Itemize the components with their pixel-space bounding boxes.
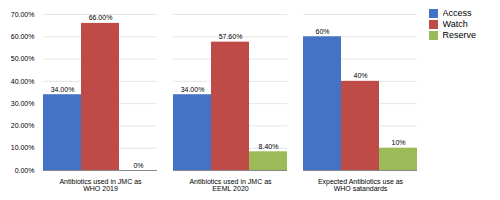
svg-text:20.00%: 20.00% <box>11 122 35 129</box>
html-text:Watch: Watch <box>442 19 468 29</box>
svg-text:34.00%: 34.00% <box>181 86 205 93</box>
svg-text:Antibiotics used in JMC asEEML: Antibiotics used in JMC asEEML 2020 <box>189 178 272 192</box>
svg-text:34.00%: 34.00% <box>51 86 75 93</box>
svg-text:30.00%: 30.00% <box>11 100 35 107</box>
svg-text:8.40%: 8.40% <box>259 143 279 150</box>
svg-text:0.00%: 0.00% <box>15 167 35 174</box>
svg-text:10.00%: 10.00% <box>11 144 35 151</box>
svg-text:40%: 40% <box>353 72 367 79</box>
svg-text:Antibiotics used in JMC asWHO: Antibiotics used in JMC asWHO 2019 <box>59 178 142 192</box>
svg-text:66.00%: 66.00% <box>89 14 113 21</box>
html-text:Reserve: Reserve <box>442 30 476 40</box>
svg-text:40.00%: 40.00% <box>11 78 35 85</box>
svg-text:60.00%: 60.00% <box>11 33 35 40</box>
svg-text:60%: 60% <box>315 28 329 35</box>
html-text:Access: Access <box>442 8 472 18</box>
svg-text:57.60%: 57.60% <box>219 33 243 40</box>
svg-text:0%: 0% <box>133 162 143 169</box>
svg-text:70.00%: 70.00% <box>11 11 35 18</box>
svg-text:Expected Antibiotics use asWHO: Expected Antibiotics use asWHO satandard… <box>318 178 404 192</box>
svg-text:50.00%: 50.00% <box>11 55 35 62</box>
svg-text:10%: 10% <box>391 139 405 146</box>
